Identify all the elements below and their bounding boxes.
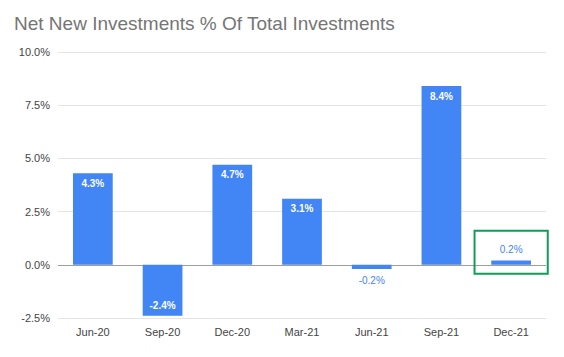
svg-text:8.4%: 8.4% [430,91,453,102]
svg-text:-2.5%: -2.5% [21,312,50,324]
svg-text:Sep-20: Sep-20 [145,326,180,338]
svg-text:Dec-21: Dec-21 [493,326,528,338]
svg-text:Mar-21: Mar-21 [285,326,320,338]
svg-text:2.5%: 2.5% [25,206,50,218]
svg-text:5.0%: 5.0% [25,152,50,164]
svg-text:Net New Investments % Of Total: Net New Investments % Of Total Investmen… [14,13,395,34]
svg-text:Jun-20: Jun-20 [76,326,110,338]
svg-text:-2.4%: -2.4% [150,300,176,311]
svg-text:Dec-20: Dec-20 [215,326,250,338]
svg-text:4.3%: 4.3% [81,178,104,189]
svg-text:10.0%: 10.0% [19,46,50,58]
svg-text:-0.2%: -0.2% [359,275,385,286]
svg-text:Sep-21: Sep-21 [424,326,459,338]
svg-text:Jun-21: Jun-21 [355,326,389,338]
svg-text:7.5%: 7.5% [25,99,50,111]
svg-text:3.1%: 3.1% [291,203,314,214]
svg-text:4.7%: 4.7% [221,169,244,180]
svg-text:0.0%: 0.0% [25,259,50,271]
svg-text:0.2%: 0.2% [500,244,523,255]
